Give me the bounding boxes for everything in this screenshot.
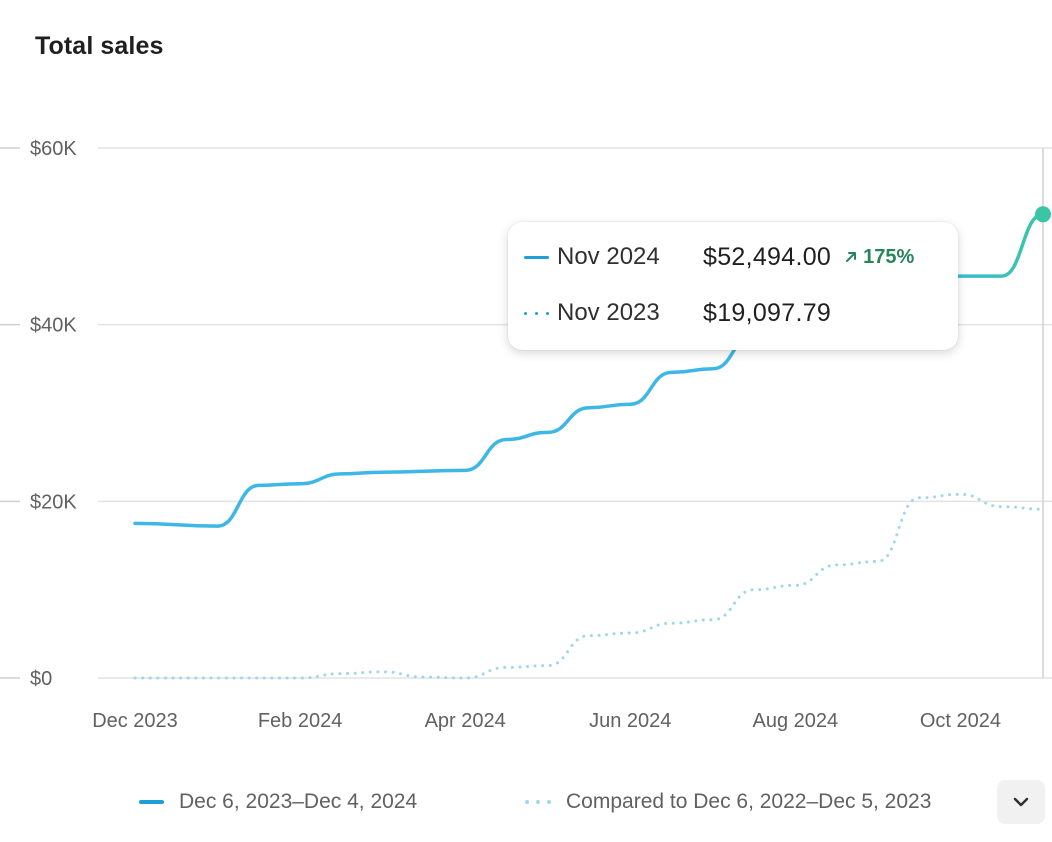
y-tick-label: $0	[30, 668, 52, 690]
chart-legend: Dec 6, 2023–Dec 4, 2024 Compared to Dec …	[0, 780, 1052, 826]
legend-label: Dec 6, 2023–Dec 4, 2024	[179, 790, 418, 813]
tooltip-row-comparison: Nov 2023 $19,097.79	[524, 296, 831, 330]
tooltip-value: $19,097.79	[703, 298, 832, 327]
x-tick-label: Oct 2024	[920, 710, 1001, 732]
highlight-point	[1035, 206, 1051, 223]
y-tick-label: $20K	[30, 491, 77, 513]
solid-line-swatch	[524, 255, 549, 259]
chevron-down-icon	[1013, 797, 1029, 807]
tooltip-change-value: 175%	[863, 245, 915, 268]
dotted-line-swatch	[524, 311, 549, 315]
y-tick-label: $40K	[30, 315, 77, 337]
x-tick-label: Jun 2024	[589, 710, 671, 732]
arrow-up-right-icon	[846, 252, 857, 262]
tooltip-period-label: Nov 2024	[557, 243, 660, 270]
x-tick-label: Feb 2024	[258, 710, 343, 732]
x-tick-label: Apr 2024	[425, 710, 506, 732]
x-tick-label: Aug 2024	[753, 710, 839, 732]
chart-tooltip: Nov 2024 $52,494.00 175% Nov 2023 $19,09…	[508, 222, 958, 350]
comparison-series-line	[133, 492, 1045, 680]
card-title: Total sales	[35, 32, 164, 60]
legend-expand-button[interactable]	[997, 780, 1045, 824]
legend-label: Compared to Dec 6, 2022–Dec 5, 2023	[566, 790, 932, 813]
solid-line-swatch	[139, 800, 164, 804]
y-tick-label: $60K	[30, 138, 77, 160]
tooltip-value: $52,494.00	[703, 242, 832, 271]
legend-item-current[interactable]: Dec 6, 2023–Dec 4, 2024	[139, 790, 417, 814]
tooltip-change-badge: 175%	[845, 246, 914, 269]
x-tick-label: Dec 2023	[92, 710, 178, 732]
tooltip-row-current: Nov 2024 $52,494.00 175%	[524, 240, 914, 274]
sales-line-chart: $0 $20K $40K $60K Dec 2023 Feb 2024 Apr 2024 Ju…	[0, 138, 1052, 732]
legend-item-comparison[interactable]: Compared to Dec 6, 2022–Dec 5, 2023	[525, 790, 931, 814]
dotted-line-swatch	[525, 800, 551, 804]
tooltip-period-label: Nov 2023	[557, 299, 660, 326]
